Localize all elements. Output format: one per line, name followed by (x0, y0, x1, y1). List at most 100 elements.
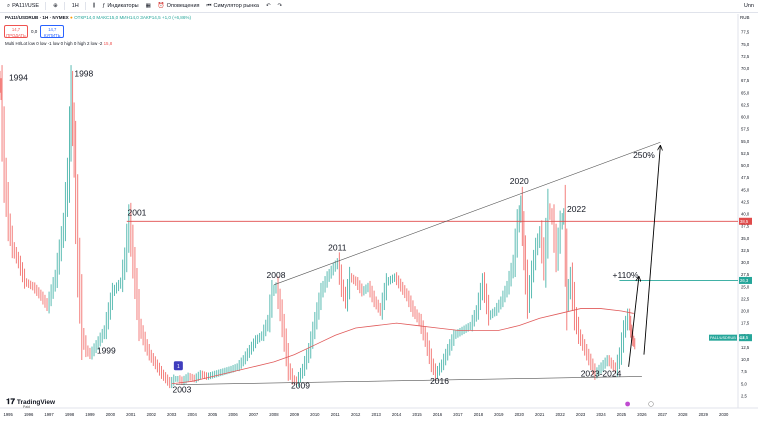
annotation-1994: 1994 (9, 73, 28, 83)
annotation-2022: 2022 (567, 204, 586, 214)
price-tick-label: 22,5 (741, 296, 750, 301)
annotation-2008: 2008 (267, 270, 286, 280)
currency-code[interactable]: RUB (740, 15, 750, 20)
buy-label: КУПИТЬ (44, 32, 61, 38)
price-axis-tag-label: 38,5 (740, 219, 749, 224)
time-tick-label: 1995 (4, 412, 14, 417)
time-tick-label: 2014 (392, 412, 402, 417)
price-tick-label: 50,0 (741, 163, 750, 168)
annotation-110: +110% (613, 270, 640, 280)
legend-ohlc: ОТКР14,0 МАКС15,0 МИН14,0 ЗАКР14,5 +1,0 … (74, 15, 192, 20)
price-axis-tag (739, 276, 752, 284)
tradingview-logo-icon: 𝟏𝟕 (6, 397, 15, 406)
annotation-2001: 2001 (128, 207, 147, 217)
trade-buttons: 14,7 ПРОДАТЬ 0,0 14,7 КУПИТЬ (4, 25, 65, 38)
price-tick-label: 32,5 (741, 248, 750, 253)
time-tick-label: 2017 (453, 412, 463, 417)
trendline-lower-channel (175, 376, 642, 386)
time-tick-label: 2006 (228, 412, 238, 417)
buy-price: 14,7 (48, 27, 57, 32)
symbol-search[interactable]: ⌕ PA11!/USE (7, 3, 39, 10)
news-flag-icon (625, 401, 631, 407)
price-tick-label: 35,0 (741, 236, 750, 241)
sell-button[interactable]: 14,7 ПРОДАТЬ (4, 25, 28, 38)
indicator-legend[interactable]: Multi HI/Lot low 0 low -1 low 0 high 0 h… (5, 41, 112, 46)
grid-icon: ▦ (145, 3, 151, 9)
price-tick-label: 12,5 (741, 345, 750, 350)
toolbar-right-label[interactable]: Unn (743, 3, 754, 9)
time-tick-label: 2022 (555, 412, 565, 417)
time-tick-label: 2019 (494, 412, 504, 417)
annotation-2009: 2009 (291, 381, 310, 391)
legend-symbol[interactable]: PA11!/USDRUB · 1Н · NYMEX (5, 15, 69, 20)
price-tick-label: 70,0 (741, 66, 750, 71)
annotation-1999: 1999 (97, 346, 116, 356)
time-tick-label: 2010 (310, 412, 320, 417)
search-icon: ⌕ (7, 2, 11, 9)
time-tick-label: 2029 (699, 412, 709, 417)
current-price-label-box (709, 334, 737, 341)
event-marker-label: 1 (177, 364, 180, 370)
layout-button[interactable]: ▦ (146, 3, 151, 9)
divider (84, 2, 86, 10)
buy-button[interactable]: 14,7 КУПИТЬ (40, 25, 65, 38)
price-tick-label: 77,5 (741, 30, 750, 35)
time-tick-label: 2015 (412, 412, 422, 417)
chart-legend: PA11!/USDRUB · 1Н · NYMEX ● ОТКР14,0 МАК… (5, 15, 191, 20)
time-tick-label: 1997 (44, 412, 54, 417)
annotation-2011: 2011 (328, 242, 347, 252)
time-tick-label: 2000 (106, 412, 116, 417)
time-tick-label: 2013 (371, 412, 381, 417)
price-axis-tag (739, 334, 752, 342)
logo-text: TradingView (16, 398, 56, 406)
price-tick-label: 20,0 (741, 309, 750, 314)
trendline-upper-channel (273, 141, 661, 286)
top-toolbar: ⌕ PA11!/USE ⊕ 1H ⫼ ƒ Индикаторы ▦ ⏰ Опов… (0, 0, 758, 13)
spread-value: 0,0 (31, 29, 38, 34)
price-tick-label: 52,5 (741, 151, 750, 156)
time-tick-label: 2021 (535, 412, 545, 417)
simulator-button[interactable]: ⏮ Симулятор рынка (207, 3, 259, 10)
price-tick-label: 2,5 (741, 393, 747, 398)
interval-button[interactable]: 1H (71, 3, 79, 9)
annotation-2003: 2003 (172, 384, 191, 394)
add-symbol-button[interactable]: ⊕ (53, 3, 58, 9)
time-axis-settings-icon (648, 401, 654, 407)
price-tick-label: 47,5 (741, 175, 750, 180)
time-tick-label: 2023 (576, 412, 586, 417)
time-tick-label: 2009 (290, 412, 300, 417)
arrow-110- (628, 277, 639, 367)
undo-button[interactable]: ↶ (265, 3, 271, 9)
indicator-value: 15,8 (103, 41, 113, 46)
chart-type-button[interactable]: ⫼ (93, 3, 96, 10)
price-tick-label: 42,5 (741, 199, 750, 204)
price-axis-tag-label: 26,3 (740, 278, 749, 283)
price-tick-label: 72,5 (741, 54, 750, 59)
candles-icon: ⫼ (92, 2, 96, 9)
price-tick-label: 57,5 (741, 127, 750, 132)
price-axis-tag (739, 217, 752, 225)
logo-sub: Paid (23, 405, 31, 409)
indicators-label: Индикаторы (107, 3, 139, 9)
time-tick-label: 2011 (331, 412, 341, 417)
indicator-label: Multi HI/Lot low 0 low -1 low 0 high 0 h… (5, 41, 103, 46)
time-tick-label: 2018 (474, 412, 484, 417)
price-tick-label: 45,0 (741, 187, 750, 192)
sell-label: ПРОДАТЬ (6, 32, 26, 38)
price-tick-label: 62,5 (741, 102, 750, 107)
time-tick-label: 2016 (433, 412, 443, 417)
alerts-label: Оповещения (166, 3, 200, 9)
divider (45, 2, 47, 10)
redo-button[interactable]: ↷ (277, 3, 283, 9)
annotation-2016: 2016 (430, 376, 449, 386)
indicators-button[interactable]: ƒ Индикаторы (102, 3, 138, 9)
tradingview-logo: 𝟏𝟕 TradingView Paid (6, 397, 56, 409)
arrow-250- (643, 146, 660, 355)
moving-average-line (171, 308, 634, 385)
time-tick-label: 2030 (719, 412, 729, 417)
time-tick-label: 2024 (596, 412, 606, 417)
alerts-button[interactable]: ⏰ Оповещения (158, 3, 200, 9)
price-tick-label: 27,5 (741, 272, 750, 277)
alarm-icon: ⏰ (157, 3, 165, 9)
